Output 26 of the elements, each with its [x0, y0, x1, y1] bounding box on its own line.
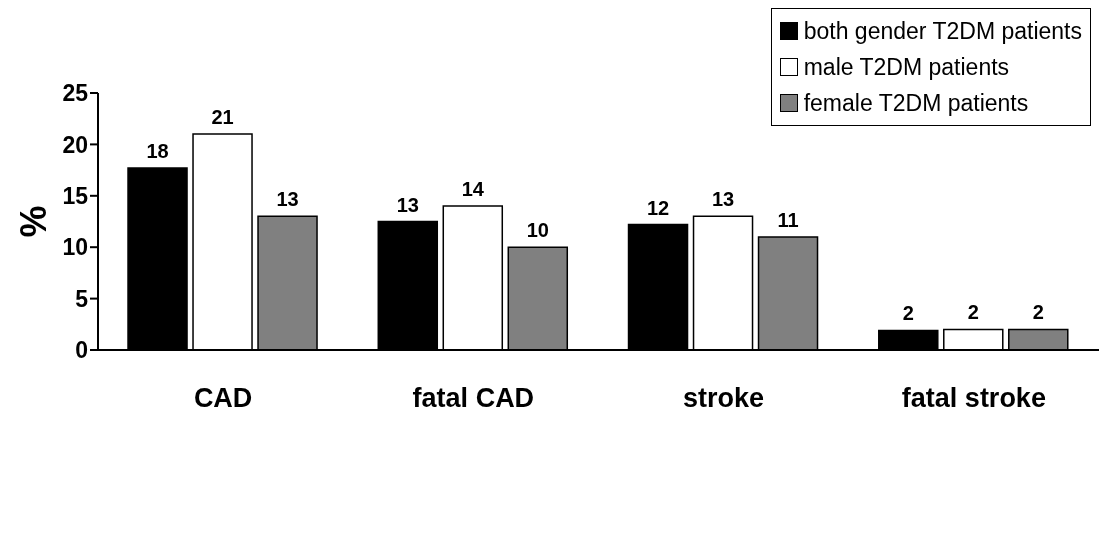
- y-tick-label: 5: [75, 285, 89, 312]
- legend-label: both gender T2DM patients: [803, 17, 1082, 46]
- data-label: 14: [461, 178, 485, 201]
- x-tick-label: CAD: [193, 383, 253, 414]
- data-label: 13: [711, 188, 735, 211]
- y-tick-label: 10: [62, 234, 88, 261]
- y-tick-label: 0: [75, 337, 88, 364]
- y-tick-label: 20: [62, 131, 88, 158]
- data-label: 13: [276, 188, 299, 211]
- legend-label: male T2DM patients: [803, 53, 1010, 82]
- x-tick-label: stroke: [683, 383, 765, 414]
- y-axis-title: %: [12, 205, 54, 238]
- data-label: 11: [777, 208, 799, 231]
- data-label: 21: [211, 106, 234, 129]
- y-tick-label: 25: [62, 80, 89, 107]
- y-tick-label: 15: [62, 182, 89, 209]
- data-label: 2: [967, 301, 979, 324]
- data-label: 2: [1032, 301, 1044, 324]
- data-label: 10: [526, 219, 549, 242]
- legend-label: female T2DM patients: [803, 89, 1029, 118]
- data-label: 12: [646, 196, 670, 219]
- data-label: 2: [902, 302, 914, 325]
- data-label: 18: [146, 140, 169, 163]
- data-label: 13: [396, 193, 419, 216]
- x-tick-label: fatal CAD: [412, 383, 535, 414]
- x-tick-label: fatal stroke: [901, 383, 1046, 414]
